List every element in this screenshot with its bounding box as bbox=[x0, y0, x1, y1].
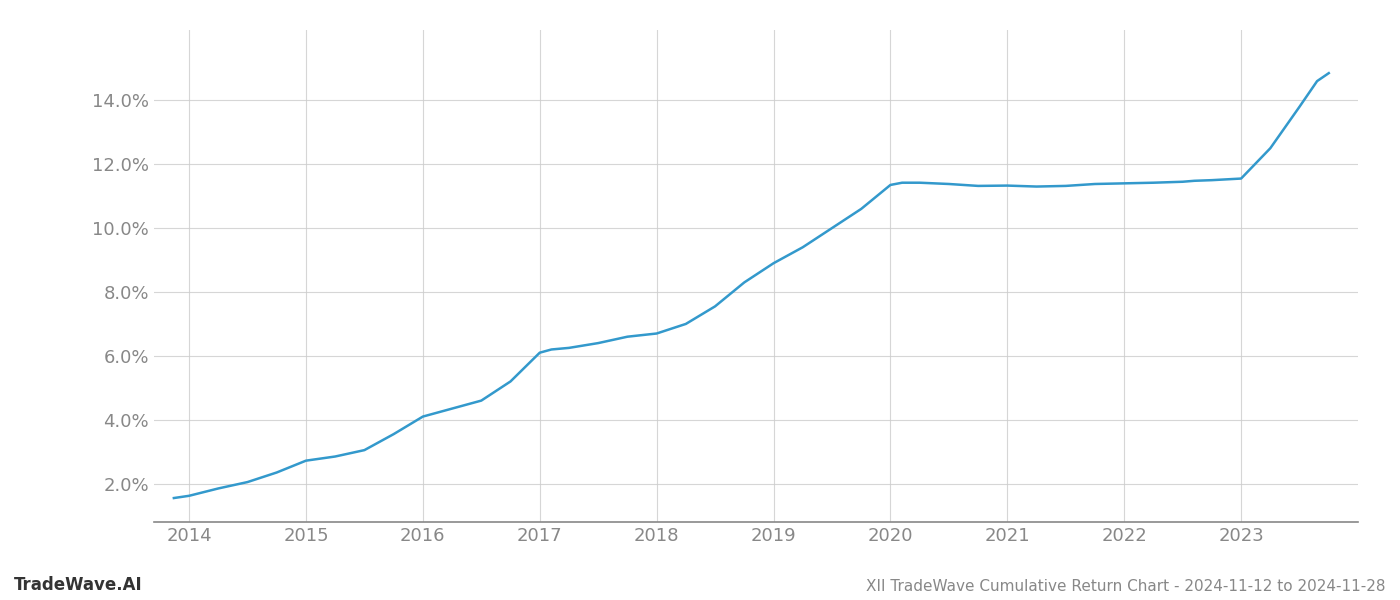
Text: TradeWave.AI: TradeWave.AI bbox=[14, 576, 143, 594]
Text: XII TradeWave Cumulative Return Chart - 2024-11-12 to 2024-11-28: XII TradeWave Cumulative Return Chart - … bbox=[867, 579, 1386, 594]
